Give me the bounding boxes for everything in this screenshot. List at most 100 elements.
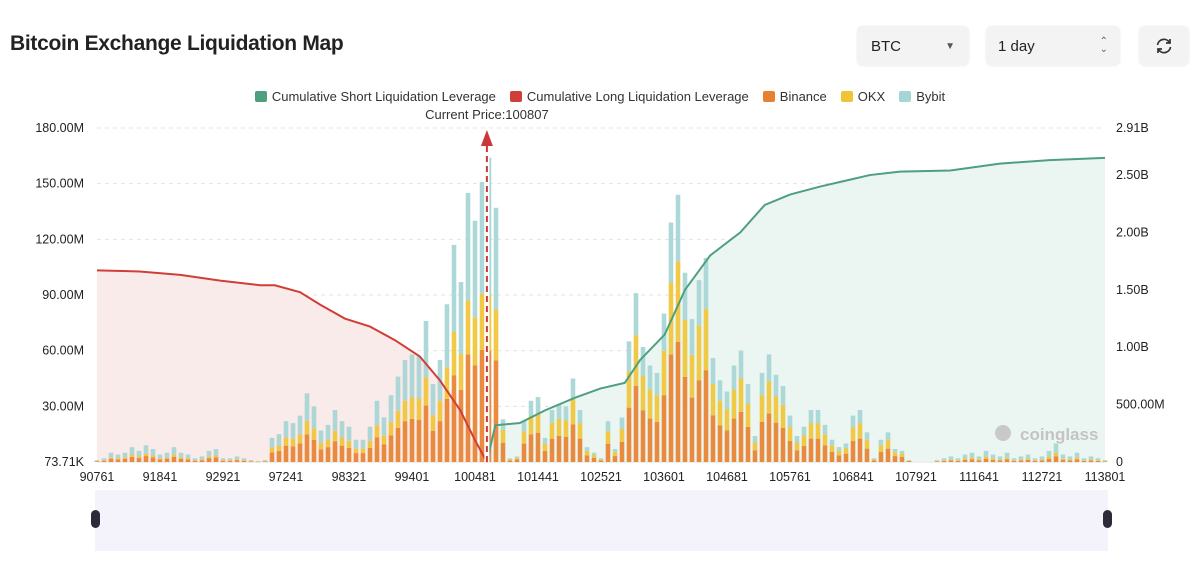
bar-binance xyxy=(689,397,695,462)
bar-binance xyxy=(780,427,786,462)
bar-bybit xyxy=(1053,443,1059,453)
bar-okx xyxy=(423,377,429,406)
bar-okx xyxy=(899,453,905,457)
x-tick-label: 105761 xyxy=(769,470,811,484)
bar-bybit xyxy=(885,432,891,440)
bar-okx xyxy=(402,400,408,422)
bar-binance xyxy=(1060,459,1066,462)
legend-item[interactable]: Cumulative Short Liquidation Leverage xyxy=(254,89,496,104)
bar-okx xyxy=(829,445,835,452)
bar-okx xyxy=(1081,460,1087,461)
y-left-tick-label: 120.00M xyxy=(35,232,84,246)
bar-binance xyxy=(1074,459,1080,462)
slider-right-handle[interactable] xyxy=(1103,510,1112,528)
bar-binance xyxy=(955,460,961,462)
bar-bybit xyxy=(689,319,695,355)
bar-bybit xyxy=(353,439,359,449)
legend-item[interactable]: OKX xyxy=(840,89,885,104)
bar-okx xyxy=(318,443,324,450)
bar-okx xyxy=(479,293,485,350)
bar-okx xyxy=(367,440,373,448)
bar-binance xyxy=(227,460,233,462)
bar-binance xyxy=(437,421,443,462)
bar-bybit xyxy=(864,432,870,440)
x-tick-label: 97241 xyxy=(269,470,304,484)
bar-bybit xyxy=(654,372,660,396)
legend-item[interactable]: Binance xyxy=(762,89,827,104)
x-tick-label: 107921 xyxy=(895,470,937,484)
bar-okx xyxy=(633,335,639,386)
bar-okx xyxy=(262,461,268,462)
bar-binance xyxy=(731,418,737,462)
x-tick-label: 92921 xyxy=(206,470,241,484)
bar-binance xyxy=(1053,456,1059,462)
legend-swatch xyxy=(254,91,267,102)
coin-select[interactable]: BTC ▼ xyxy=(857,26,969,66)
bar-bybit xyxy=(367,426,373,441)
bar-binance xyxy=(640,410,646,462)
bar-bybit xyxy=(388,395,394,422)
coinglass-logo-icon xyxy=(995,425,1011,441)
y-left-tick-label: 180.00M xyxy=(35,121,84,135)
bar-bybit xyxy=(360,439,366,449)
zoom-slider[interactable] xyxy=(91,490,1112,551)
bar-okx xyxy=(780,404,786,428)
bar-binance xyxy=(836,455,842,462)
slider-left-handle[interactable] xyxy=(91,510,100,528)
bar-bybit xyxy=(493,207,499,310)
bar-binance xyxy=(675,341,681,462)
bar-bybit xyxy=(990,454,996,459)
bar-bybit xyxy=(269,437,275,448)
chart-legend: Cumulative Short Liquidation Leverage Cum… xyxy=(0,89,1200,104)
bar-binance xyxy=(864,448,870,462)
bar-okx xyxy=(297,434,303,444)
bar-bybit xyxy=(892,449,898,453)
chevron-down-icon: ▼ xyxy=(945,40,955,52)
bar-okx xyxy=(409,397,415,419)
legend-item[interactable]: Bybit xyxy=(899,89,945,104)
bar-bybit xyxy=(234,456,240,460)
range-select[interactable]: 1 day ⌃ ⌄ xyxy=(986,26,1120,66)
bar-binance xyxy=(794,450,800,462)
bar-bybit xyxy=(780,385,786,405)
bar-okx xyxy=(962,458,968,460)
bar-binance xyxy=(493,360,499,462)
bar-binance xyxy=(759,421,765,462)
x-tick-label: 106841 xyxy=(832,470,874,484)
bar-binance xyxy=(388,435,394,462)
bar-binance xyxy=(514,459,520,462)
y-right-tick-label: 500.00M xyxy=(1116,398,1165,412)
bar-bybit xyxy=(332,410,338,431)
bar-bybit xyxy=(668,222,674,283)
bar-okx xyxy=(605,431,611,444)
bar-binance xyxy=(766,413,772,462)
legend-item[interactable]: Cumulative Long Liquidation Leverage xyxy=(509,89,749,104)
bar-bybit xyxy=(717,380,723,401)
refresh-button[interactable] xyxy=(1139,26,1189,66)
y-right-tick-label: 2.00B xyxy=(1116,225,1149,239)
bar-bybit xyxy=(122,452,128,458)
bar-binance xyxy=(549,438,555,462)
bar-bybit xyxy=(661,313,667,351)
bar-binance xyxy=(199,460,205,462)
bar-binance xyxy=(892,456,898,462)
bar-binance xyxy=(612,456,618,462)
bar-binance xyxy=(808,438,814,462)
bar-binance xyxy=(563,436,569,462)
bar-okx xyxy=(976,459,982,461)
y-right-tick-label: 1.50B xyxy=(1116,283,1149,297)
bar-bybit xyxy=(458,282,464,355)
bar-okx xyxy=(1025,458,1031,460)
bar-okx xyxy=(192,460,198,461)
bar-okx xyxy=(220,460,226,461)
bar-okx xyxy=(101,460,107,461)
bar-binance xyxy=(1067,460,1073,462)
bar-bybit xyxy=(955,458,961,461)
range-select-value: 1 day xyxy=(998,37,1035,55)
bar-okx xyxy=(808,423,814,439)
bar-binance xyxy=(535,432,541,462)
bar-bybit xyxy=(346,426,352,441)
y-left-tick-label: 90.00M xyxy=(42,288,84,302)
bar-bybit xyxy=(472,220,478,318)
bar-binance xyxy=(472,365,478,462)
